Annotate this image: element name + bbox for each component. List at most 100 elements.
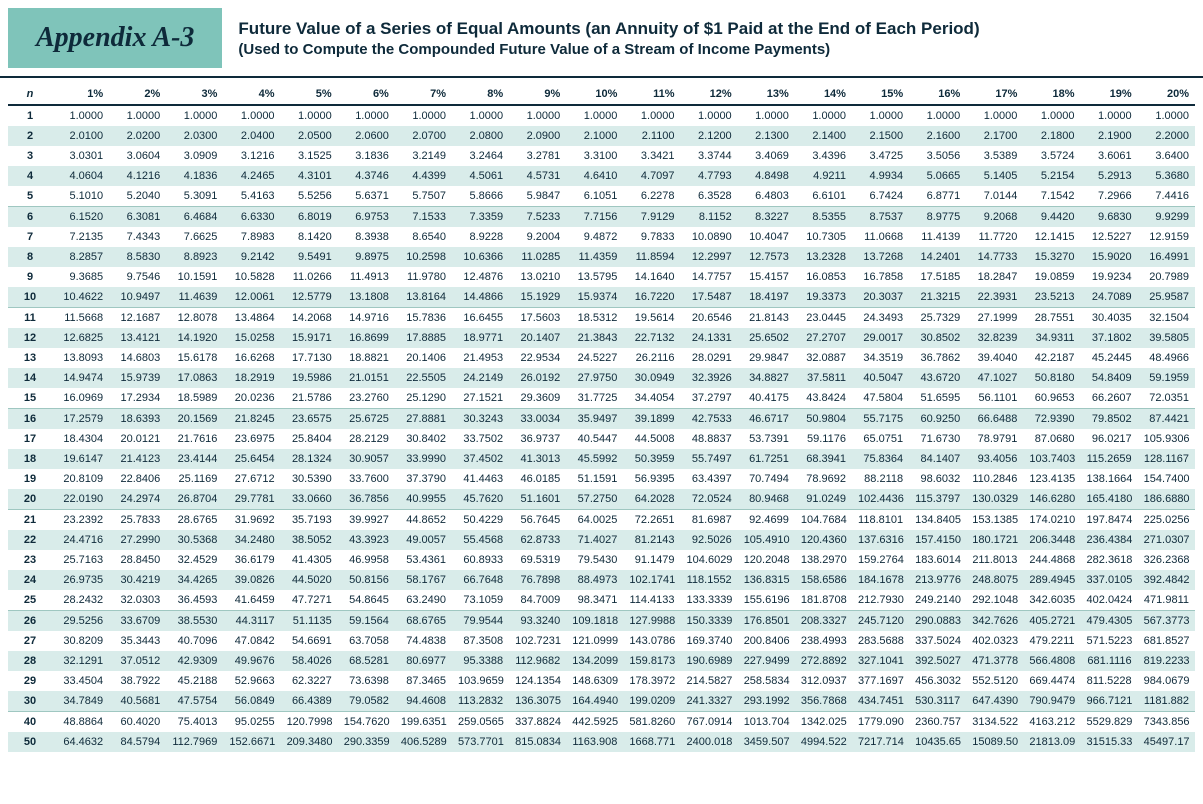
cell-value: 46.6717 xyxy=(738,409,795,430)
cell-value: 38.7922 xyxy=(109,671,166,691)
cell-value: 4.3746 xyxy=(338,166,395,186)
cell-value: 11.0266 xyxy=(281,267,338,287)
cell-value: 8.3227 xyxy=(738,207,795,228)
cell-value: 2.1300 xyxy=(738,126,795,146)
cell-value: 2.0200 xyxy=(109,126,166,146)
cell-value: 123.4135 xyxy=(1023,469,1080,489)
cell-value: 23.5213 xyxy=(1023,287,1080,308)
table-row: 2123.239225.783328.676531.969235.719339.… xyxy=(8,510,1195,531)
cell-value: 143.0786 xyxy=(623,631,680,651)
cell-value: 1.0000 xyxy=(395,105,452,126)
cell-value: 20.1569 xyxy=(166,409,223,430)
col-rate: 18% xyxy=(1023,84,1080,105)
cell-value: 225.0256 xyxy=(1138,510,1195,531)
table-row: 88.28578.58308.89239.21429.54919.897510.… xyxy=(8,247,1195,267)
cell-value: 81.2143 xyxy=(623,530,680,550)
cell-value: 71.4027 xyxy=(566,530,623,550)
cell-value: 73.1059 xyxy=(452,590,509,611)
cell-value: 58.4026 xyxy=(281,651,338,671)
cell-value: 5.4163 xyxy=(223,186,280,207)
cell-value: 25.1169 xyxy=(166,469,223,489)
cell-value: 159.8173 xyxy=(623,651,680,671)
cell-value: 47.1027 xyxy=(966,368,1023,388)
cell-n: 2 xyxy=(8,126,52,146)
cell-value: 20.1406 xyxy=(395,348,452,368)
cell-value: 11.0668 xyxy=(852,227,909,247)
cell-value: 14.7757 xyxy=(681,267,738,287)
cell-value: 153.1385 xyxy=(966,510,1023,531)
cell-value: 102.7231 xyxy=(509,631,566,651)
cell-value: 16.7858 xyxy=(852,267,909,287)
cell-value: 1.0000 xyxy=(852,105,909,126)
cell-value: 18.6393 xyxy=(109,409,166,430)
cell-value: 2.1500 xyxy=(852,126,909,146)
cell-value: 13.4864 xyxy=(223,308,280,329)
table-row: 66.15206.30816.46846.63306.80196.97537.1… xyxy=(8,207,1195,228)
cell-n: 29 xyxy=(8,671,52,691)
cell-value: 65.0751 xyxy=(852,429,909,449)
cell-value: 12.5779 xyxy=(281,287,338,308)
cell-value: 42.2187 xyxy=(1023,348,1080,368)
cell-value: 2.1000 xyxy=(566,126,623,146)
cell-value: 27.1999 xyxy=(966,308,1023,329)
cell-value: 3.4069 xyxy=(738,146,795,166)
table-row: 5064.463284.5794112.7969152.6671209.3480… xyxy=(8,732,1195,752)
cell-value: 27.6712 xyxy=(223,469,280,489)
cell-value: 392.5027 xyxy=(909,651,966,671)
cell-value: 9.2004 xyxy=(509,227,566,247)
cell-value: 148.6309 xyxy=(566,671,623,691)
cell-value: 28.1324 xyxy=(281,449,338,469)
cell-value: 4.9211 xyxy=(795,166,852,186)
cell-value: 32.1504 xyxy=(1138,308,1195,329)
cell-value: 4.1216 xyxy=(109,166,166,186)
table-row: 2426.973530.421934.426539.082644.502050.… xyxy=(8,570,1195,590)
cell-value: 46.0185 xyxy=(509,469,566,489)
cell-value: 402.0323 xyxy=(966,631,1023,651)
cell-value: 60.8933 xyxy=(452,550,509,570)
cell-value: 16.4991 xyxy=(1138,247,1195,267)
cell-n: 26 xyxy=(8,611,52,632)
cell-value: 29.3609 xyxy=(509,388,566,409)
cell-value: 15.1929 xyxy=(509,287,566,308)
cell-value: 158.6586 xyxy=(795,570,852,590)
cell-value: 104.7684 xyxy=(795,510,852,531)
cell-value: 12.4876 xyxy=(452,267,509,287)
cell-value: 40.5681 xyxy=(109,691,166,712)
cell-value: 22.8406 xyxy=(109,469,166,489)
cell-value: 25.6454 xyxy=(223,449,280,469)
cell-value: 2.0400 xyxy=(223,126,280,146)
cell-value: 20.7989 xyxy=(1138,267,1195,287)
cell-value: 200.8406 xyxy=(738,631,795,651)
cell-value: 184.1678 xyxy=(852,570,909,590)
cell-value: 4.9934 xyxy=(852,166,909,186)
title-block: Future Value of a Series of Equal Amount… xyxy=(222,11,995,66)
cell-value: 60.9653 xyxy=(1023,388,1080,409)
col-rate: 8% xyxy=(452,84,509,105)
cell-value: 1163.908 xyxy=(566,732,623,752)
cell-value: 66.6488 xyxy=(966,409,1023,430)
cell-value: 23.2760 xyxy=(338,388,395,409)
cell-value: 11.9780 xyxy=(395,267,452,287)
col-rate: 17% xyxy=(966,84,1023,105)
cell-value: 15.9374 xyxy=(566,287,623,308)
cell-value: 24.3493 xyxy=(852,308,909,329)
cell-value: 37.5811 xyxy=(795,368,852,388)
cell-value: 13.8093 xyxy=(52,348,109,368)
cell-value: 18.2847 xyxy=(966,267,1023,287)
cell-value: 20.6546 xyxy=(681,308,738,329)
cell-value: 9.2068 xyxy=(966,207,1023,228)
cell-value: 186.6880 xyxy=(1138,489,1195,510)
cell-value: 33.7502 xyxy=(452,429,509,449)
cell-value: 4163.212 xyxy=(1023,712,1080,733)
cell-value: 14.2401 xyxy=(909,247,966,267)
cell-value: 20.0121 xyxy=(109,429,166,449)
cell-value: 3459.507 xyxy=(738,732,795,752)
cell-value: 72.0351 xyxy=(1138,388,1195,409)
col-rate: 4% xyxy=(223,84,280,105)
cell-value: 30.3243 xyxy=(452,409,509,430)
cell-value: 45.5992 xyxy=(566,449,623,469)
col-rate: 16% xyxy=(909,84,966,105)
cell-value: 12.7573 xyxy=(738,247,795,267)
cell-value: 98.3471 xyxy=(566,590,623,611)
cell-value: 34.2480 xyxy=(223,530,280,550)
